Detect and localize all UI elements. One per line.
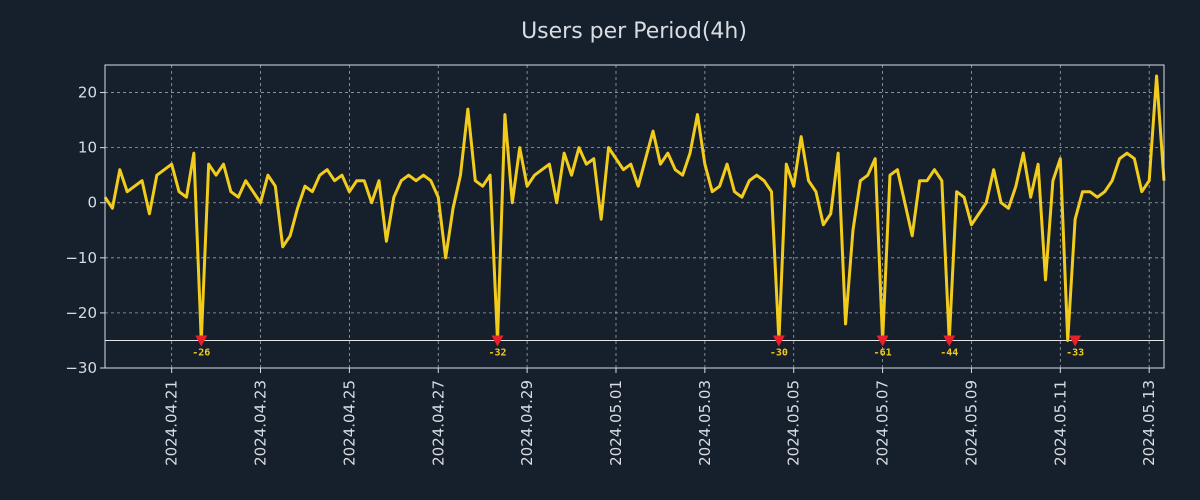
series-layer	[103, 74, 1166, 342]
outlier-label: -61	[874, 347, 892, 358]
outlier-label: -26	[192, 347, 210, 358]
x-tick-label: 2024.04.23	[252, 380, 270, 466]
y-axis: −30 −20 −10 0 10 20	[65, 84, 105, 377]
x-tick-label: 2024.05.11	[1051, 380, 1069, 466]
outlier-marker	[943, 335, 956, 347]
x-axis: 2024.04.21 2024.04.23 2024.04.25 2024.04.27…	[163, 368, 1158, 466]
x-tick-label: 2024.04.29	[518, 380, 536, 466]
outlier-markers: -26 -32 -30 -61 -44 -33	[192, 335, 1084, 358]
x-tick-label: 2024.05.07	[874, 380, 892, 466]
outlier-marker	[876, 335, 889, 347]
outlier-label: -32	[488, 347, 506, 358]
x-tick-label: 2024.05.13	[1140, 380, 1158, 466]
chart-title: Users per Period(4h)	[521, 19, 747, 44]
outlier-marker	[491, 335, 504, 347]
x-tick-label: 2024.04.25	[340, 380, 358, 466]
x-tick-label: 2024.04.21	[163, 380, 181, 466]
x-tick-label: 2024.05.09	[962, 380, 980, 466]
y-tick-label: −20	[65, 304, 97, 322]
outlier-label: -44	[940, 347, 958, 358]
x-tick-label: 2024.05.03	[696, 380, 714, 466]
x-tick-label: 2024.05.05	[785, 380, 803, 466]
outlier-label: -33	[1066, 347, 1084, 358]
outlier-label: -30	[770, 347, 788, 358]
outlier-marker	[1069, 335, 1082, 347]
grid-lines	[105, 65, 1164, 369]
users-series-line	[103, 74, 1166, 342]
x-tick-label: 2024.04.27	[429, 380, 447, 466]
x-tick-label: 2024.05.01	[607, 380, 625, 466]
y-tick-label: 20	[78, 84, 97, 102]
y-tick-label: −10	[65, 249, 97, 267]
y-tick-label: 10	[78, 139, 97, 157]
outlier-marker	[195, 335, 208, 347]
y-tick-label: 0	[87, 194, 97, 212]
outlier-marker	[772, 335, 785, 347]
plot-area-frame	[104, 64, 1165, 369]
y-tick-label: −30	[65, 359, 97, 377]
